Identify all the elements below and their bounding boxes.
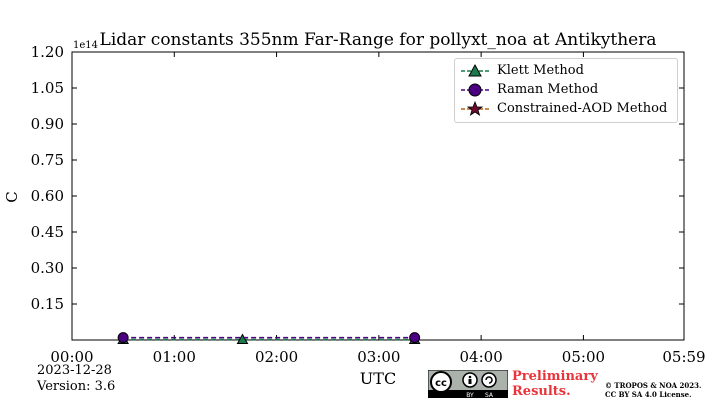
series-layer [117, 332, 421, 345]
preliminary-line-1: Preliminary [512, 369, 598, 384]
chart-title: Lidar constants 355nm Far-Range for poll… [99, 30, 657, 50]
legend: Klett Method Raman Method Constrained-AO… [454, 58, 678, 123]
cc-badge-cc: cc [435, 378, 447, 389]
date-text: 2023-12-28 [37, 363, 112, 378]
legend-item-constrained: Constrained-AOD Method [455, 99, 677, 119]
legend-marker-triangle-icon [461, 63, 489, 77]
legend-item-raman: Raman Method [455, 80, 677, 100]
y-axis-label: C [3, 191, 21, 203]
data-point-raman [409, 332, 421, 344]
copyright-line-2: CC BY SA 4.0 License. [605, 390, 692, 399]
x-tick-label: 02:00 [255, 348, 298, 366]
x-tick-label: 03:00 [357, 348, 400, 366]
legend-label-constrained: Constrained-AOD Method [497, 101, 668, 116]
cc-by-sa-license-icon: cc BY SA [428, 370, 508, 398]
y-exponent-label: 1e14 [73, 40, 99, 51]
legend-label-raman: Raman Method [497, 82, 599, 97]
x-tick-label: 05:00 [562, 348, 605, 366]
data-point-raman [117, 332, 129, 344]
copyright-line-1: © TROPOS & NOA 2023. [605, 381, 702, 390]
x-ticks: 00:00 01:00 02:00 03:00 04:00 05:00 05:59 [50, 52, 706, 366]
legend-label-klett: Klett Method [497, 63, 584, 78]
x-axis-label: UTC [359, 369, 397, 388]
cc-badge-by: BY [466, 392, 474, 398]
legend-item-klett: Klett Method [455, 61, 677, 81]
y-tick-label: 0.30 [31, 259, 64, 277]
x-tick-label: 00:00 [50, 348, 93, 366]
x-tick-label: 01:00 [153, 348, 196, 366]
legend-marker-circle-icon [461, 83, 489, 97]
preliminary-line-2: Results. [512, 384, 571, 399]
x-tick-label: 04:00 [460, 348, 503, 366]
version-text: Version: 3.6 [37, 379, 116, 394]
y-tick-label: 0.15 [31, 295, 64, 313]
y-tick-label: 0.90 [31, 115, 64, 133]
preliminary-results-note: Preliminary Results. [512, 369, 598, 399]
y-tick-label: 0.60 [31, 187, 64, 205]
y-tick-label: 1.05 [31, 79, 64, 97]
y-tick-label: 0.75 [31, 151, 64, 169]
copyright-note: © TROPOS & NOA 2023. CC BY SA 4.0 Licens… [605, 381, 701, 399]
legend-marker-star-icon [461, 100, 489, 116]
y-tick-label: 1.20 [31, 43, 64, 61]
cc-badge-sa: SA [485, 392, 494, 398]
y-tick-label: 0.45 [31, 223, 64, 241]
data-point-klett [236, 333, 249, 345]
x-tick-label: 05:59 [662, 348, 705, 366]
y-ticks: 0.15 0.30 0.45 0.60 0.75 0.90 1.05 1.20 [31, 43, 684, 313]
